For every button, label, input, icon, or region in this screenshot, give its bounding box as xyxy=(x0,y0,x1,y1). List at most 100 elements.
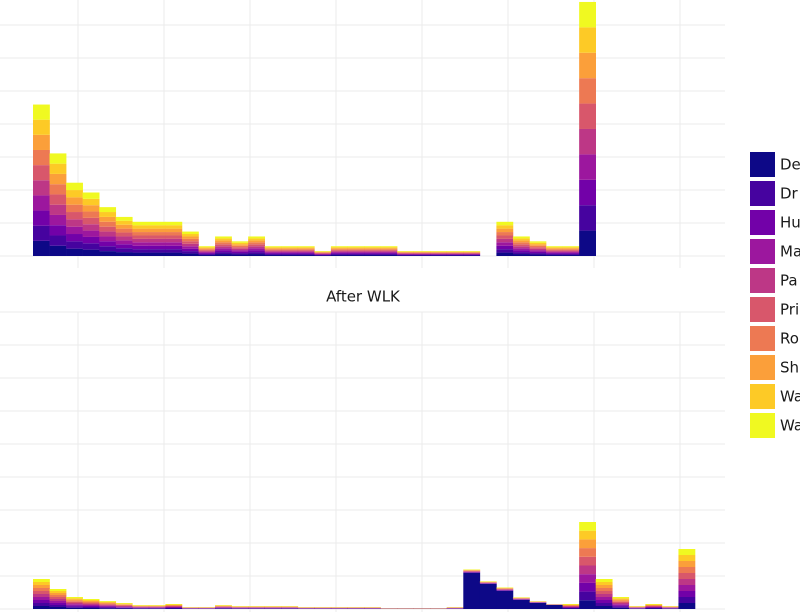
bar-segment xyxy=(264,252,282,254)
bar-segment xyxy=(595,588,613,591)
bar-segment xyxy=(132,242,150,246)
bar-segment xyxy=(380,254,398,256)
bar-segment xyxy=(165,605,183,606)
bar-segment xyxy=(496,249,514,253)
bar-segment xyxy=(595,603,613,606)
bar-segment xyxy=(512,240,530,243)
bar-segment xyxy=(264,246,282,248)
bar-segment xyxy=(248,246,265,249)
bar-segment xyxy=(579,27,596,53)
bar-segment xyxy=(82,205,100,212)
bar-segment xyxy=(49,595,67,597)
bar-segment xyxy=(496,245,514,250)
bar-segment xyxy=(512,246,530,249)
bar-segment xyxy=(678,591,696,597)
bar-segment xyxy=(512,250,530,253)
bar-segment xyxy=(546,605,563,609)
bar-segment xyxy=(347,247,365,249)
bar-segment xyxy=(579,179,596,206)
bar-segment xyxy=(330,246,348,248)
bar-segment xyxy=(115,236,133,241)
bar-segment xyxy=(678,597,696,603)
bar-segment xyxy=(66,606,83,608)
bar-segment xyxy=(546,250,563,252)
bar-segment xyxy=(99,216,117,222)
bar-segment xyxy=(380,249,398,251)
bar-segment xyxy=(99,602,117,604)
bar-segment xyxy=(33,588,50,591)
bar-segment xyxy=(165,245,183,250)
bar-segment xyxy=(496,232,514,236)
bar-segment xyxy=(645,605,663,606)
bar-segment xyxy=(49,173,67,185)
bar-segment xyxy=(330,248,348,250)
bar-segment xyxy=(33,594,50,597)
bar-segment xyxy=(297,250,315,252)
bar-segment xyxy=(148,232,166,236)
bar-segment xyxy=(579,154,596,180)
bar-segment xyxy=(33,606,50,609)
bar-segment xyxy=(595,591,613,594)
bar-segment xyxy=(99,603,117,605)
bar-segment xyxy=(181,251,199,254)
legend-label: De xyxy=(780,156,800,174)
bar-segment xyxy=(132,238,150,243)
bar-segment xyxy=(49,163,67,174)
bar-segment xyxy=(512,236,530,239)
bar-segment xyxy=(115,607,133,609)
bar-segment xyxy=(364,247,381,249)
bar-segment xyxy=(132,232,150,236)
bar-segment xyxy=(132,245,150,250)
bar-segment xyxy=(99,605,117,607)
bar-segment xyxy=(99,608,117,609)
bar-segment xyxy=(562,250,580,252)
bar-segment xyxy=(512,600,530,609)
bar-segment xyxy=(579,539,596,549)
bar-segment xyxy=(546,254,563,256)
bar-segment xyxy=(248,240,265,243)
bar-segment xyxy=(115,224,133,229)
bar-segment xyxy=(33,210,50,226)
bar-segment xyxy=(198,253,216,255)
bar-segment xyxy=(529,245,547,248)
bar-segment xyxy=(347,248,365,250)
bar-segment xyxy=(579,530,596,540)
bar-segment xyxy=(66,190,83,198)
bar-segment xyxy=(215,236,232,239)
bar-segment xyxy=(347,250,365,252)
legend-label: Sh xyxy=(780,359,799,377)
bar-segment xyxy=(198,252,216,254)
bar-segment xyxy=(364,246,381,248)
bar-segment xyxy=(82,230,100,237)
bar-segment xyxy=(264,248,282,250)
bar-segment xyxy=(181,248,199,252)
bar-segment xyxy=(115,604,133,606)
bar-segment xyxy=(364,255,381,256)
bar-segment xyxy=(281,246,299,248)
bar-segment xyxy=(33,597,50,600)
bar-segment xyxy=(165,225,183,229)
bar-segment xyxy=(297,253,315,255)
bar-segment xyxy=(49,601,67,603)
bar-segment xyxy=(66,600,83,602)
bar-segment xyxy=(529,251,547,254)
bar-segment xyxy=(49,603,67,605)
bar-segment xyxy=(198,247,216,249)
bar-segment xyxy=(33,225,50,241)
bar-segment xyxy=(612,603,630,605)
bar-segment xyxy=(297,252,315,254)
bar-segment xyxy=(49,593,67,595)
bar-segment xyxy=(380,248,398,250)
bar-segment xyxy=(579,78,596,104)
bar-segment xyxy=(248,248,265,251)
bar-segment xyxy=(33,591,50,594)
bar-segment xyxy=(678,555,696,561)
bar-segment xyxy=(546,251,563,253)
bar-segment xyxy=(297,247,315,249)
bar-segment xyxy=(115,228,133,233)
bar-segment xyxy=(165,604,183,605)
bar-segment xyxy=(132,249,150,253)
bar-segment xyxy=(181,231,199,235)
bar-segment xyxy=(132,252,150,256)
bar-segment xyxy=(148,221,166,226)
